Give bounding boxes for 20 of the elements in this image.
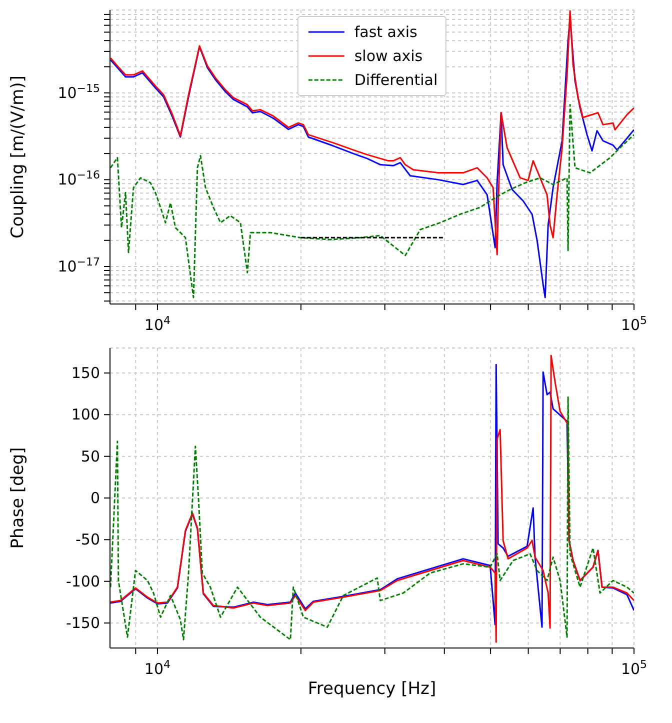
x-tick-label: 10$^{5}$	[620, 658, 648, 678]
y-tick-label: 150	[71, 364, 100, 382]
y-tick-label: 0	[90, 489, 100, 507]
y-tick-label: 10$^{−17}$	[58, 255, 100, 276]
x-axis-title: Frequency [Hz]	[308, 679, 436, 699]
x-tick-label: 10$^{4}$	[144, 314, 171, 334]
y-tick-label: -100	[66, 572, 100, 590]
y-tick-label: 10$^{−16}$	[58, 168, 100, 189]
y-tick-label: -150	[66, 614, 100, 632]
y-tick-label: 100	[71, 406, 100, 424]
legend-label: Differential	[354, 70, 438, 91]
y-axis-title: Coupling [m/(V/m)]	[8, 76, 28, 238]
y-tick-label: 10$^{−15}$	[58, 81, 100, 102]
legend-label: fast axis	[354, 22, 418, 43]
y-tick-label: -50	[76, 530, 100, 549]
legend-label: slow axis	[354, 46, 423, 67]
x-tick-label: 10$^{4}$	[144, 658, 171, 678]
y-tick-label: 50	[80, 447, 100, 466]
y-axis-title: Phase [deg]	[8, 447, 28, 549]
x-tick-label: 10$^{5}$	[620, 314, 648, 334]
